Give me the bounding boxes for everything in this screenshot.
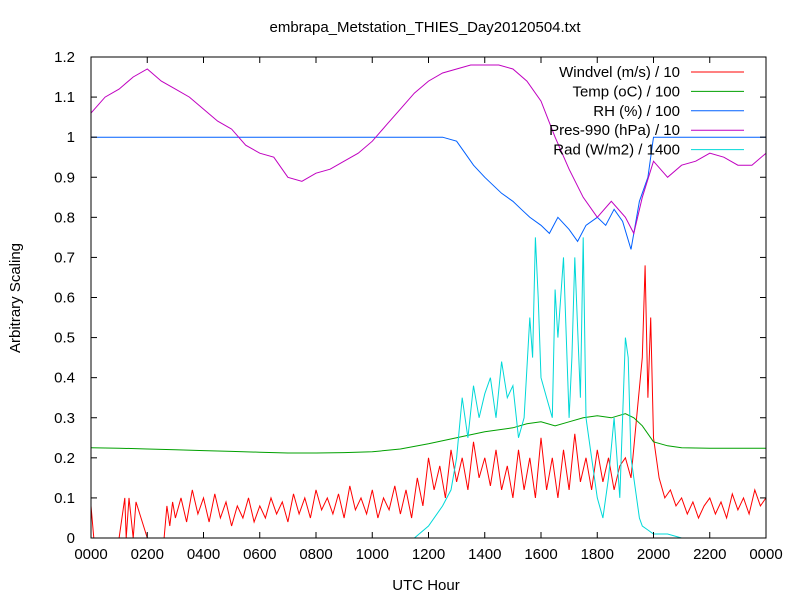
y-tick-label: 0.8 [54, 209, 75, 226]
x-tick-label: 2200 [693, 546, 726, 563]
legend-label: Pres-990 (hPa) / 10 [549, 122, 680, 139]
x-tick-label: 2000 [637, 546, 670, 563]
y-tick-label: 0.6 [54, 290, 75, 307]
x-tick-label: 0600 [243, 546, 276, 563]
x-tick-label: 0000 [749, 546, 782, 563]
x-tick-label: 1200 [412, 546, 445, 563]
plot-area [90, 64, 767, 539]
y-tick-label: 0.7 [54, 249, 75, 266]
y-tick-label: 0.1 [54, 490, 75, 507]
legend-label: Windvel (m/s) / 10 [559, 64, 680, 81]
y-tick-label: 1 [67, 129, 75, 146]
legend-label: Temp (oC) / 100 [572, 83, 680, 100]
series-line-2 [90, 413, 766, 454]
x-tick-label: 1000 [356, 546, 389, 563]
x-axis-title: UTC Hour [392, 577, 460, 594]
y-tick-label: 0.2 [54, 450, 75, 467]
legend-label: RH (%) / 100 [593, 103, 680, 120]
series-line-5 [91, 237, 766, 539]
x-axis: 0000 0200 0400 0600 0800 1000 1200 1400 1600 1800… [74, 57, 783, 563]
y-tick-label: 0.3 [54, 410, 75, 427]
y-tick-label: 0 [67, 530, 75, 547]
y-axis-title: Arbitrary Scaling [7, 243, 24, 353]
x-tick-label: 0400 [187, 546, 220, 563]
x-tick-label: 0800 [299, 546, 332, 563]
y-tick-label: 0.4 [54, 370, 75, 387]
legend: Windvel (m/s) / 10 Temp (oC) / 100 RH (%) … [549, 64, 744, 159]
x-tick-label: 1600 [524, 546, 557, 563]
x-tick-label: 1800 [581, 546, 614, 563]
y-tick-label: 1.2 [54, 49, 75, 66]
x-tick-label: 0200 [131, 546, 164, 563]
y-tick-label: 0.9 [54, 169, 75, 186]
chart-title: embrapa_Metstation_THIES_Day20120504.txt [269, 19, 581, 36]
y-axis: 0 0.1 0.2 0.3 0.4 0.5 0.6 0.7 0.8 0.9 1 1.1 1.2 [54, 49, 766, 547]
series-line-3 [91, 136, 766, 250]
x-tick-label: 1400 [468, 546, 501, 563]
series-line-4 [90, 64, 767, 235]
y-tick-label: 0.5 [54, 330, 75, 347]
y-tick-label: 1.1 [54, 89, 75, 106]
legend-label: Rad (W/m2) / 1400 [553, 142, 680, 159]
series-line-1 [90, 265, 767, 539]
x-tick-label: 0000 [74, 546, 107, 563]
